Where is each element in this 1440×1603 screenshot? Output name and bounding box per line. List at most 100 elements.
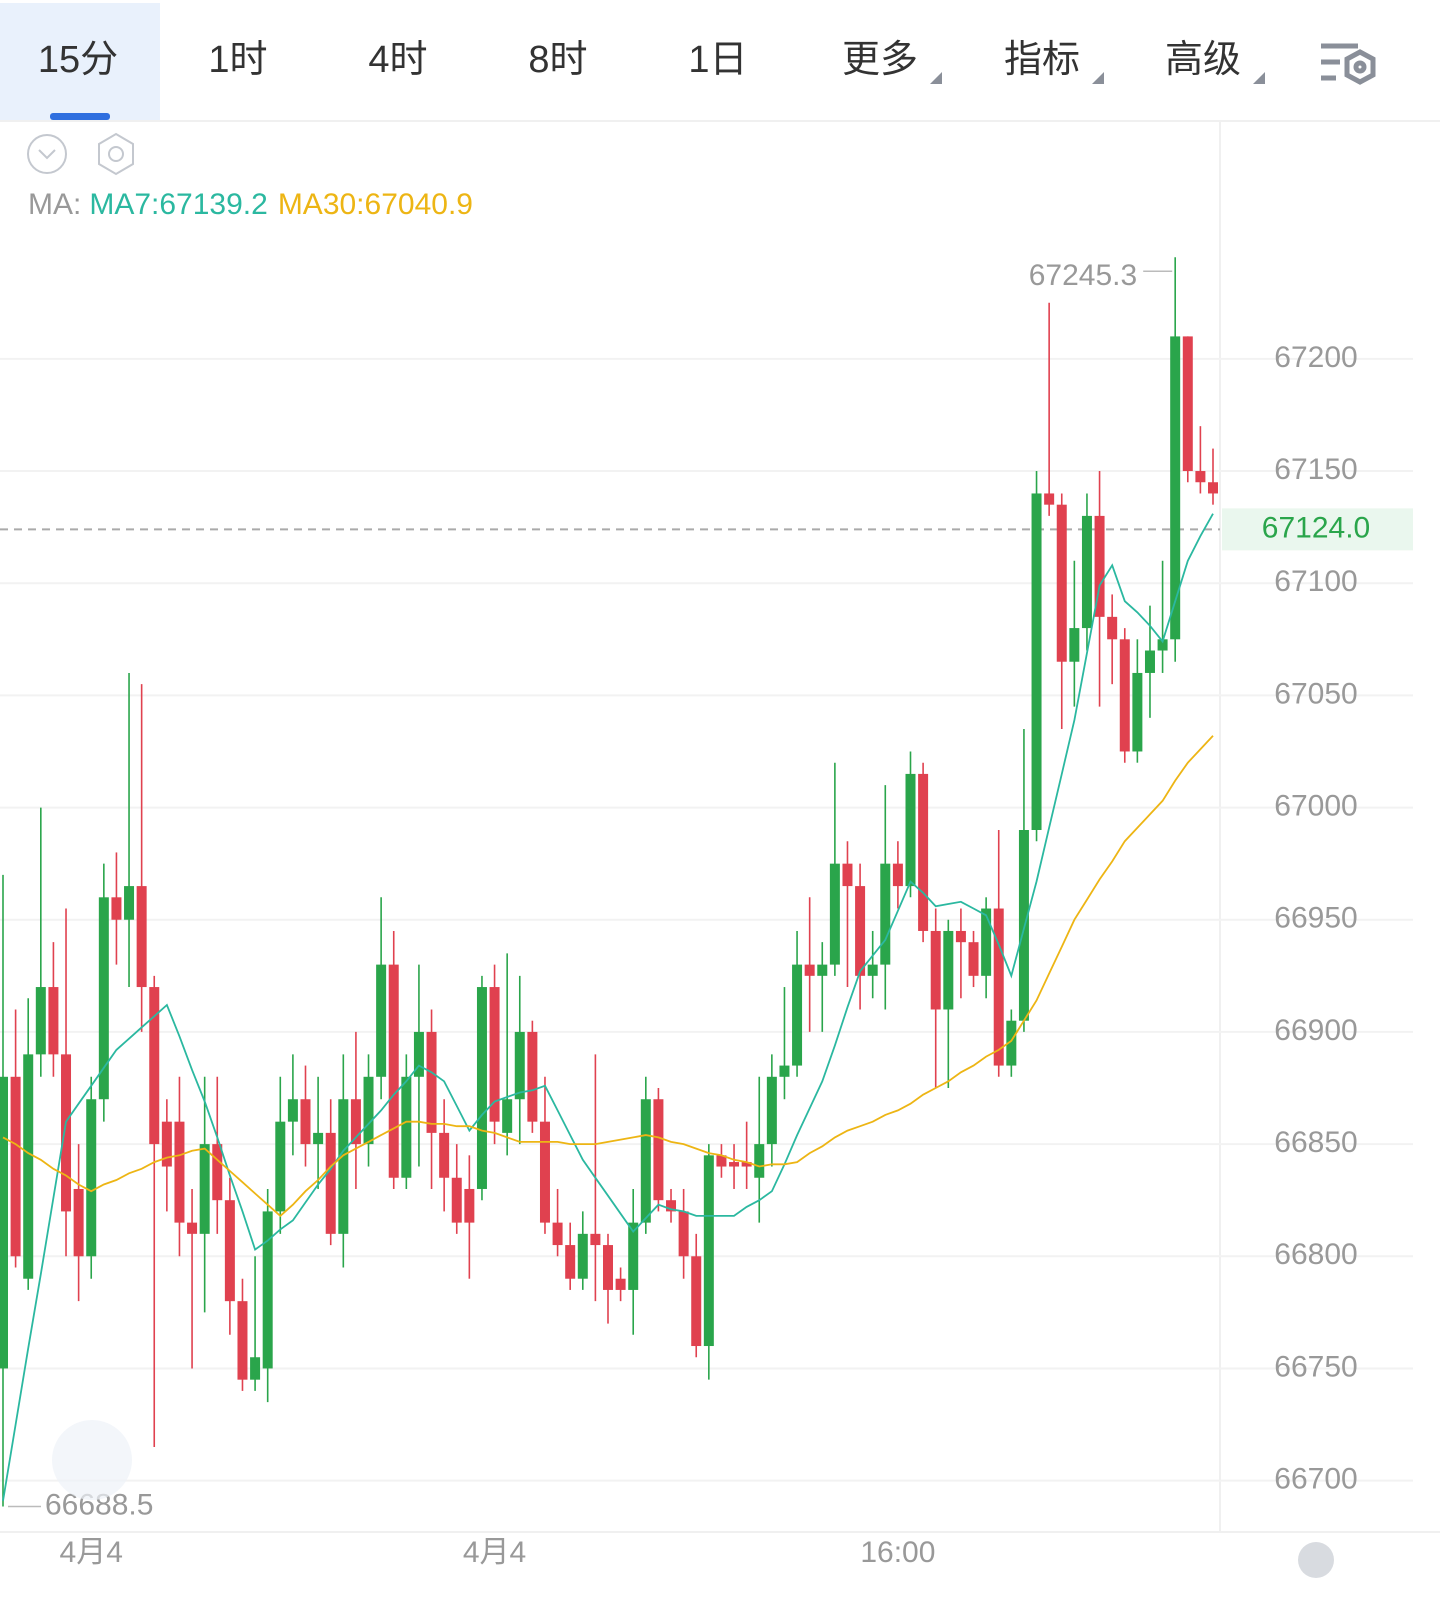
candle-body bbox=[124, 886, 135, 920]
candle-body bbox=[86, 1099, 97, 1257]
tab[interactable]: 1时 bbox=[208, 39, 267, 81]
candle-body bbox=[1170, 336, 1181, 640]
candle-body bbox=[1056, 504, 1067, 662]
candle-body bbox=[829, 863, 840, 965]
candle-body bbox=[615, 1278, 626, 1290]
candle-body bbox=[1081, 515, 1092, 629]
y-tick-label: 67200 bbox=[1274, 341, 1357, 374]
candle-body bbox=[514, 1031, 525, 1100]
high-label: 67245.3 bbox=[1029, 259, 1137, 292]
candle-body bbox=[0, 1076, 8, 1369]
candle-body bbox=[1132, 672, 1143, 752]
candle-body bbox=[943, 930, 954, 1010]
y-tick-label: 66700 bbox=[1274, 1463, 1357, 1496]
dropdown-caret bbox=[1092, 72, 1104, 84]
candle-body bbox=[577, 1233, 588, 1279]
candle-body bbox=[1044, 493, 1055, 505]
candle-body bbox=[666, 1200, 677, 1212]
candle-body bbox=[792, 964, 803, 1066]
kline-button[interactable] bbox=[1298, 1542, 1334, 1578]
candle-body bbox=[817, 964, 828, 976]
candle-body bbox=[287, 1099, 298, 1122]
tab[interactable]: 更多 bbox=[842, 39, 918, 81]
ma-legend: MA: MA7:67139.2 MA30:67040.9 bbox=[28, 188, 473, 221]
candle-body bbox=[363, 1076, 374, 1145]
y-tick-label: 66900 bbox=[1274, 1014, 1357, 1047]
tab[interactable]: 15分 bbox=[38, 39, 118, 81]
tab[interactable]: 4时 bbox=[368, 39, 427, 81]
y-tick-label: 66750 bbox=[1274, 1350, 1357, 1383]
candle-body bbox=[754, 1144, 765, 1178]
candle-body bbox=[1182, 336, 1193, 472]
candle-body bbox=[741, 1162, 752, 1167]
candle-body bbox=[867, 964, 878, 976]
candle-body bbox=[880, 863, 891, 965]
candle-body bbox=[716, 1155, 727, 1167]
x-tick-label: 4月4 bbox=[60, 1536, 123, 1569]
candle-body bbox=[388, 964, 399, 1178]
candle-body bbox=[10, 1076, 21, 1257]
candle-body bbox=[779, 1065, 790, 1077]
candle-body bbox=[187, 1222, 198, 1234]
candle-body bbox=[1069, 628, 1080, 662]
candle-body bbox=[804, 964, 815, 976]
candle-body bbox=[1208, 482, 1218, 494]
candle-body bbox=[918, 773, 929, 931]
tab[interactable]: 8时 bbox=[528, 39, 587, 81]
legend-entry: MA30:67040.9 bbox=[278, 188, 473, 221]
candle-body bbox=[136, 886, 147, 988]
candle-body bbox=[766, 1076, 777, 1145]
indicator-label: MA: bbox=[28, 188, 81, 221]
candle-body bbox=[489, 987, 500, 1122]
candle-body bbox=[905, 773, 916, 887]
candle-body bbox=[376, 964, 387, 1077]
plot: 66700 66750 66800 66850 66900 66950 67000 67050… bbox=[0, 257, 1413, 1569]
candle-body bbox=[212, 1144, 223, 1201]
candle-body bbox=[98, 897, 109, 1100]
y-tick-label: 66950 bbox=[1274, 902, 1357, 935]
candle-body bbox=[1031, 493, 1042, 830]
indicator-settings-icon[interactable] bbox=[98, 132, 134, 176]
tab[interactable]: 高级 bbox=[1165, 39, 1241, 81]
ma-line bbox=[2, 513, 1214, 1501]
candle-body bbox=[275, 1121, 286, 1212]
candle-body bbox=[325, 1132, 336, 1234]
candle-body bbox=[439, 1132, 450, 1178]
ma-line bbox=[2, 735, 1214, 1218]
candle-body bbox=[73, 1188, 84, 1257]
candle-body bbox=[552, 1222, 563, 1246]
candle-body bbox=[250, 1357, 261, 1380]
candle-body bbox=[855, 886, 866, 976]
candle-body bbox=[426, 1031, 437, 1133]
tab[interactable]: 1日 bbox=[688, 39, 747, 81]
candle-body bbox=[237, 1301, 248, 1380]
candle-body bbox=[1195, 471, 1206, 483]
candle-body bbox=[1119, 639, 1130, 752]
candle-body bbox=[968, 942, 979, 976]
candle-body bbox=[199, 1144, 210, 1234]
candle-body bbox=[955, 930, 966, 943]
floating-button[interactable] bbox=[52, 1420, 132, 1500]
candle-body bbox=[691, 1256, 702, 1347]
candle-body bbox=[413, 1031, 424, 1077]
last-price-tag bbox=[1222, 508, 1413, 551]
candle-body bbox=[464, 1188, 475, 1223]
collapse-icon[interactable] bbox=[27, 134, 67, 174]
candle-body bbox=[338, 1099, 349, 1234]
last-price-label: 67124.0 bbox=[1262, 511, 1370, 544]
candle-body bbox=[527, 1031, 538, 1122]
legend-entry: MA7:67139.2 bbox=[89, 188, 267, 221]
candle-body bbox=[1006, 1020, 1017, 1066]
x-tick-label: 4月4 bbox=[463, 1536, 526, 1569]
candle-body bbox=[35, 987, 46, 1055]
candle-body bbox=[1157, 639, 1168, 651]
candle-body bbox=[603, 1245, 613, 1290]
candle-body bbox=[23, 1054, 34, 1279]
tab[interactable]: 指标 bbox=[1004, 39, 1080, 81]
dropdown-caret bbox=[930, 72, 942, 84]
settings-icon[interactable] bbox=[1321, 43, 1376, 85]
candle-body bbox=[48, 987, 59, 1055]
y-tick-label: 67100 bbox=[1274, 565, 1357, 598]
